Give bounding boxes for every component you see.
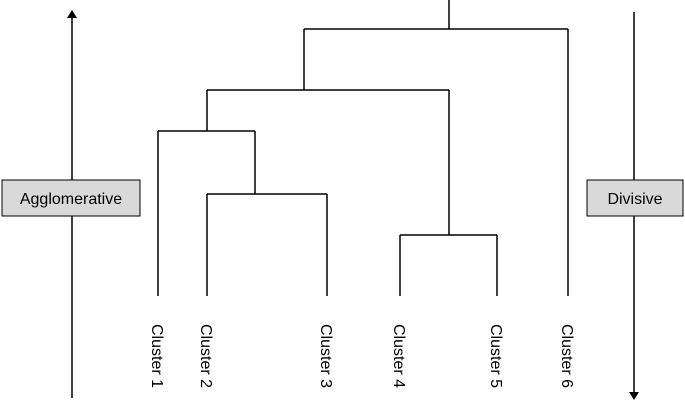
leaf-label-cluster-5: Cluster 5 xyxy=(487,324,504,388)
agglomerative-box: Agglomerative xyxy=(1,179,141,217)
leaf-labels: Cluster 1 Cluster 2 Cluster 3 Cluster 4 … xyxy=(148,324,575,388)
leaf-label-cluster-1: Cluster 1 xyxy=(148,324,165,388)
divisive-box: Divisive xyxy=(586,179,684,217)
agglomerative-label: Agglomerative xyxy=(20,191,122,208)
dendrogram-tree xyxy=(157,0,569,296)
leaf-label-cluster-6: Cluster 6 xyxy=(558,324,575,388)
divisive-label: Divisive xyxy=(607,191,662,208)
leaf-label-cluster-2: Cluster 2 xyxy=(197,324,214,388)
leaf-label-cluster-4: Cluster 4 xyxy=(390,324,407,388)
leaf-label-cluster-3: Cluster 3 xyxy=(317,324,334,388)
